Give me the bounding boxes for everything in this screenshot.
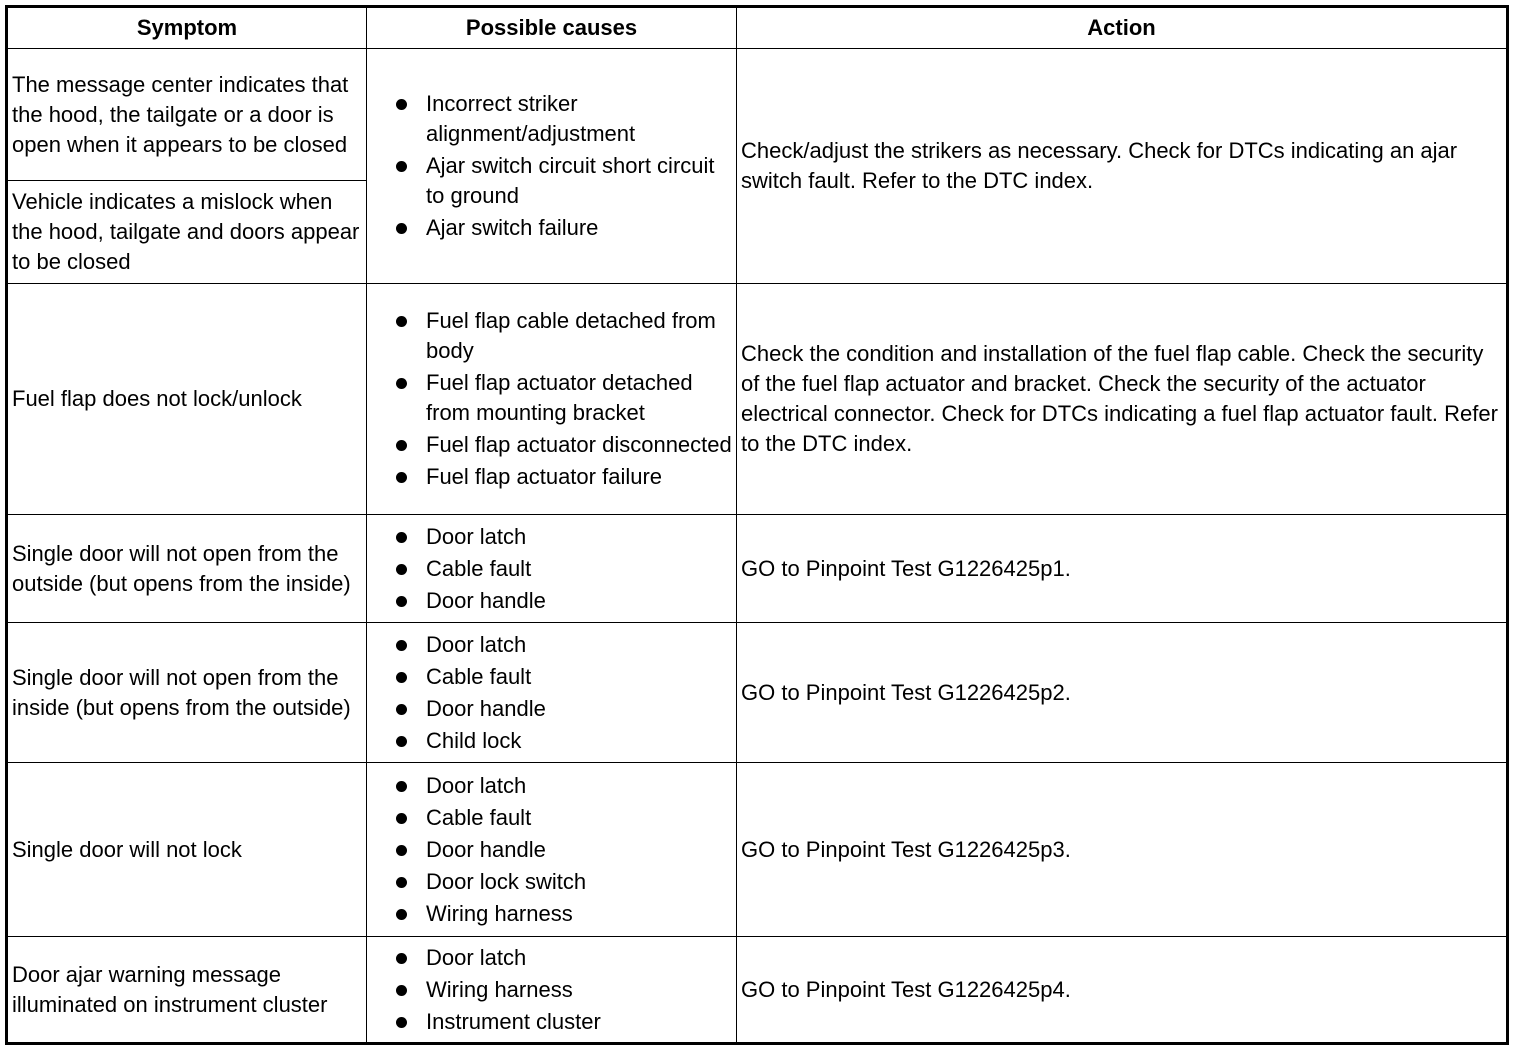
causes-cell: Door latch Cable fault Door handle Door loc… xyxy=(366,762,737,937)
action-cell: GO to Pinpoint Test G1226425p3. xyxy=(736,762,1508,937)
cause-item: Fuel flap actuator detached from mountin… xyxy=(395,368,732,428)
causes-cell: Door latch Cable fault Door handle Child lo… xyxy=(366,622,737,763)
header-symptom: Symptom xyxy=(6,6,367,49)
header-row: Symptom Possible causes Action xyxy=(6,6,1508,49)
causes-list: Fuel flap cable detached from body Fuel f… xyxy=(371,306,732,492)
table-row: Door ajar warning message illuminated on… xyxy=(6,936,1508,1044)
causes-list: Door latch Cable fault Door handle Child lo… xyxy=(371,630,732,756)
action-cell: GO to Pinpoint Test G1226425p2. xyxy=(736,622,1508,763)
table-row: Single door will not open from the insid… xyxy=(6,622,1508,763)
cause-item: Incorrect striker alignment/adjustment xyxy=(395,89,732,149)
cause-item: Door handle xyxy=(395,835,732,865)
cause-item: Ajar switch failure xyxy=(395,213,732,243)
causes-cell: Fuel flap cable detached from body Fuel f… xyxy=(366,283,737,515)
cause-item: Fuel flap actuator disconnected xyxy=(395,430,732,460)
cause-item: Wiring harness xyxy=(395,899,732,929)
symptom-cell: Fuel flap does not lock/unlock xyxy=(6,283,367,515)
table-row: Vehicle indicates a mislock when the hoo… xyxy=(6,180,1508,284)
cause-item: Door latch xyxy=(395,630,732,660)
cause-item: Fuel flap cable detached from body xyxy=(395,306,732,366)
cause-item: Instrument cluster xyxy=(395,1007,732,1037)
symptom-table: Symptom Possible causes Action The messa… xyxy=(5,5,1509,1045)
causes-list: Door latch Wiring harness Instrument clust… xyxy=(371,943,732,1037)
causes-list: Incorrect striker alignment/adjustment Aj… xyxy=(371,89,732,243)
header-action: Action xyxy=(736,6,1508,49)
symptom-cell: Vehicle indicates a mislock when the hoo… xyxy=(6,180,367,284)
cause-item: Cable fault xyxy=(395,554,732,584)
table-row: Fuel flap does not lock/unlock Fuel flap … xyxy=(6,283,1508,515)
header-causes: Possible causes xyxy=(366,6,737,49)
causes-list: Door latch Cable fault Door handle Door loc… xyxy=(371,771,732,929)
cause-item: Child lock xyxy=(395,726,732,756)
causes-list: Door latch Cable fault Door handle xyxy=(371,522,732,616)
symptom-cell: Door ajar warning message illuminated on… xyxy=(6,936,367,1044)
causes-cell: Door latch Wiring harness Instrument clust… xyxy=(366,936,737,1044)
symptom-cell: Single door will not open from the insid… xyxy=(6,622,367,763)
cause-item: Door latch xyxy=(395,522,732,552)
cause-item: Door handle xyxy=(395,694,732,724)
cause-item: Cable fault xyxy=(395,803,732,833)
action-cell: Check/adjust the strikers as necessary. … xyxy=(736,48,1508,284)
cause-item: Cable fault xyxy=(395,662,732,692)
cause-item: Ajar switch circuit short circuit to gro… xyxy=(395,151,732,211)
cause-item: Fuel flap actuator failure xyxy=(395,462,732,492)
symptom-cell: The message center indicates that the ho… xyxy=(6,48,367,181)
symptom-cell: Single door will not open from the outsi… xyxy=(6,514,367,623)
cause-item: Door latch xyxy=(395,943,732,973)
causes-cell: Door latch Cable fault Door handle xyxy=(366,514,737,623)
cause-item: Door latch xyxy=(395,771,732,801)
symptom-cell: Single door will not lock xyxy=(6,762,367,937)
causes-cell: Incorrect striker alignment/adjustment Aj… xyxy=(366,48,737,284)
action-cell: GO to Pinpoint Test G1226425p1. xyxy=(736,514,1508,623)
action-cell: Check the condition and installation of … xyxy=(736,283,1508,515)
table-row: The message center indicates that the ho… xyxy=(6,48,1508,284)
action-cell: GO to Pinpoint Test G1226425p4. xyxy=(736,936,1508,1044)
cause-item: Door lock switch xyxy=(395,867,732,897)
cause-item: Wiring harness xyxy=(395,975,732,1005)
cause-item: Door handle xyxy=(395,586,732,616)
table-row: Single door will not open from the outsi… xyxy=(6,514,1508,623)
table-row: Single door will not lock Door latch Cable… xyxy=(6,762,1508,937)
